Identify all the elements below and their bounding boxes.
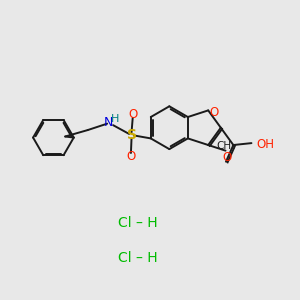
Text: O: O (126, 150, 135, 163)
Text: Cl – H: Cl – H (118, 251, 158, 266)
Text: Cl – H: Cl – H (118, 216, 158, 230)
Text: O: O (128, 107, 138, 121)
Text: O: O (223, 151, 232, 164)
Text: CH₃: CH₃ (217, 142, 236, 152)
Text: H: H (111, 114, 120, 124)
Text: N: N (104, 116, 113, 129)
Text: OH: OH (256, 138, 274, 151)
Text: S: S (127, 128, 136, 142)
Text: O: O (209, 106, 218, 119)
